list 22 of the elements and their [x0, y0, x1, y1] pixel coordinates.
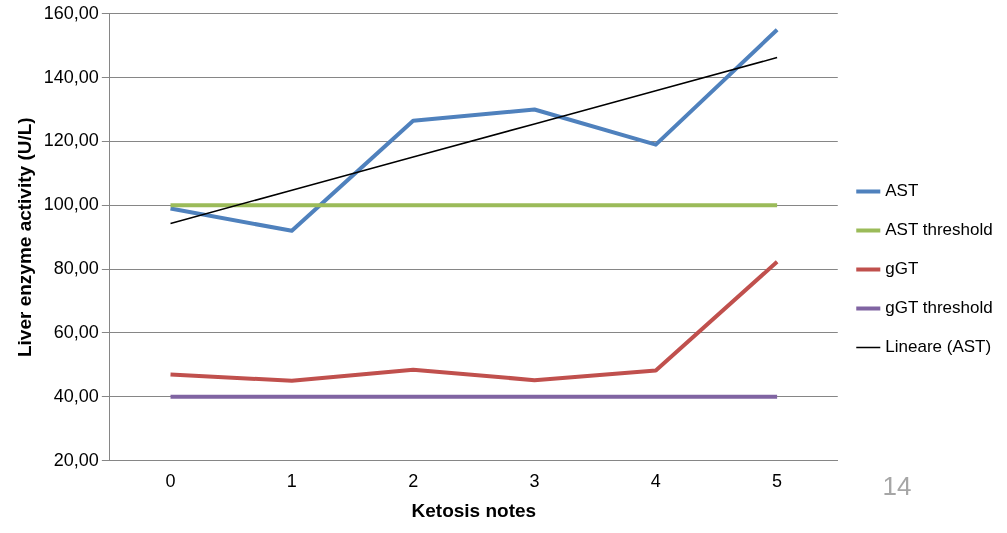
y-tick-label: 100,00	[43, 194, 99, 215]
y-axis-title: Liver enzyme activity (U/L)	[13, 117, 35, 358]
y-tick-label: 40,00	[53, 385, 99, 406]
y-tick-label: 20,00	[53, 449, 99, 470]
y-tick-label: 160,00	[43, 2, 99, 23]
x-tick-label: 5	[772, 471, 783, 492]
legend-label: Lineare (AST)	[885, 337, 992, 357]
legend-label: gGT threshold	[885, 298, 993, 318]
legend-label: AST threshold	[885, 220, 993, 240]
x-tick-label: 0	[165, 471, 176, 492]
legend-label: AST	[885, 181, 919, 201]
x-tick-label: 4	[650, 471, 661, 492]
y-tick-label: 60,00	[53, 321, 99, 342]
x-tick-label: 1	[286, 471, 297, 492]
text: 14	[882, 471, 912, 502]
y-tick-label: 140,00	[43, 66, 99, 87]
y-tick-label: 120,00	[43, 130, 99, 151]
x-tick-label: 3	[529, 471, 540, 492]
x-axis-title: Ketosis notes	[411, 499, 537, 521]
y-tick-label: 80,00	[53, 258, 99, 279]
legend-label: gGT	[885, 259, 919, 279]
x-tick-label: 2	[408, 471, 419, 492]
